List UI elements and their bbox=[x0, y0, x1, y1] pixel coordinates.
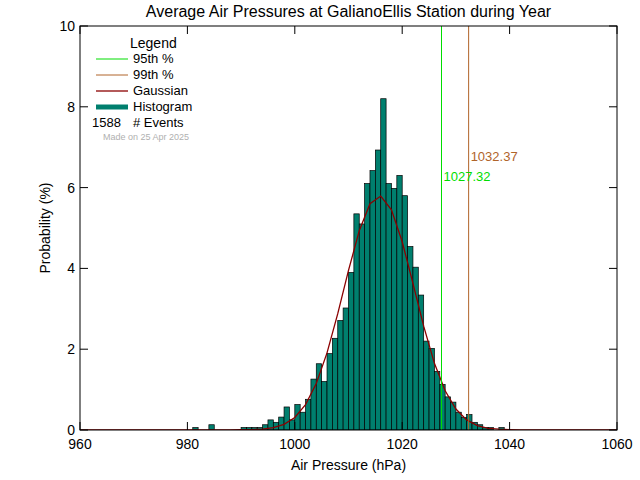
y-tick bbox=[609, 268, 617, 269]
legend-label: 95th % bbox=[133, 51, 174, 66]
y-tick-label: 10 bbox=[59, 18, 75, 34]
background bbox=[0, 0, 640, 480]
histogram-bar bbox=[279, 417, 284, 430]
y-tick-label: 4 bbox=[67, 260, 75, 276]
y-tick bbox=[609, 349, 617, 350]
x-tick-label: 1040 bbox=[494, 436, 525, 452]
x-tick bbox=[187, 26, 188, 34]
x-tick bbox=[294, 26, 295, 34]
histogram-bar bbox=[359, 224, 364, 430]
histogram-bar bbox=[456, 412, 461, 430]
y-tick bbox=[609, 187, 617, 188]
y-tick bbox=[80, 26, 88, 27]
y-tick bbox=[80, 430, 88, 431]
plot-area bbox=[80, 26, 617, 430]
legend-label: 99th % bbox=[133, 67, 174, 82]
x-tick bbox=[294, 422, 295, 430]
histogram-bar bbox=[343, 308, 348, 430]
legend-label: Gaussian bbox=[133, 83, 188, 98]
histogram-bar bbox=[284, 407, 289, 430]
histogram-bar bbox=[381, 99, 386, 430]
histogram-bar bbox=[300, 412, 305, 430]
histogram-bar bbox=[445, 397, 450, 430]
x-tick bbox=[80, 422, 81, 430]
chart-root: 1027.32 1032.37 960 980 1000 1020 1040 1060 0 2 4 6… bbox=[0, 0, 640, 480]
legend-title: Legend bbox=[130, 35, 177, 51]
y-tick-label: 6 bbox=[67, 180, 75, 196]
title: Average Air Pressures at GalianoEllis St… bbox=[146, 3, 552, 20]
x-tick bbox=[509, 422, 510, 430]
histogram-bar bbox=[440, 384, 445, 430]
legend: Legend95th %99th %GaussianHistogram 1588 #… bbox=[92, 35, 192, 142]
x-tick bbox=[402, 26, 403, 34]
chart: 1027.32 1032.37 960 980 1000 1020 1040 1060 0 2 4 6… bbox=[0, 0, 640, 480]
legend-swatch bbox=[96, 105, 128, 110]
x-tick-label: 1060 bbox=[601, 436, 632, 452]
y-tick-label: 2 bbox=[67, 341, 75, 357]
histogram-bar bbox=[332, 338, 337, 430]
y-axis-label: Probability (%) bbox=[37, 182, 53, 273]
histogram-bar bbox=[209, 425, 214, 430]
histogram-bar bbox=[402, 196, 407, 430]
x-tick bbox=[617, 26, 618, 34]
histogram-bar bbox=[434, 371, 439, 430]
histogram-bar bbox=[451, 402, 456, 430]
histogram-bar bbox=[322, 382, 327, 430]
events-count: 1588 bbox=[92, 115, 121, 130]
x-tick bbox=[187, 422, 188, 430]
histogram-bar bbox=[338, 321, 343, 430]
x-tick-label: 1020 bbox=[387, 436, 418, 452]
histogram-bar bbox=[375, 150, 380, 430]
y-tick-label: 8 bbox=[67, 99, 75, 115]
y-tick bbox=[80, 187, 88, 188]
histogram-bar bbox=[386, 184, 391, 430]
gaussian-line bbox=[80, 196, 617, 430]
x-tick-label: 1000 bbox=[279, 436, 310, 452]
made-on-note: Made on 25 Apr 2025 bbox=[103, 132, 189, 142]
legend-swatch bbox=[96, 90, 128, 91]
plot-frame bbox=[80, 26, 617, 430]
x-tick-label: 960 bbox=[68, 436, 92, 452]
x-axis-label: Air Pressure (hPa) bbox=[291, 457, 406, 473]
histogram-bar bbox=[370, 171, 375, 430]
legend-swatch bbox=[96, 75, 128, 76]
y-tick bbox=[80, 106, 88, 107]
percentile-label: 1027.32 bbox=[444, 169, 491, 184]
x-tick bbox=[617, 422, 618, 430]
histogram-bar bbox=[316, 364, 321, 430]
histogram-bar bbox=[349, 272, 354, 430]
x-tick bbox=[402, 422, 403, 430]
histogram-bar bbox=[397, 175, 402, 430]
percentile-label: 1032.37 bbox=[471, 149, 518, 164]
histogram-bar bbox=[365, 184, 370, 430]
histogram-bar bbox=[327, 354, 332, 430]
legend-swatch bbox=[96, 59, 128, 60]
y-tick-label: 0 bbox=[67, 422, 75, 438]
histogram-bar bbox=[311, 379, 316, 430]
y-tick bbox=[609, 430, 617, 431]
percentile-line bbox=[441, 26, 442, 430]
x-tick-label: 980 bbox=[176, 436, 200, 452]
histogram-bar bbox=[424, 341, 429, 430]
y-tick bbox=[80, 268, 88, 269]
events-label: # Events bbox=[133, 115, 184, 130]
y-tick bbox=[609, 106, 617, 107]
x-tick bbox=[509, 26, 510, 34]
y-tick bbox=[80, 349, 88, 350]
y-tick bbox=[609, 26, 617, 27]
histogram-bar bbox=[289, 420, 294, 430]
legend-label: Histogram bbox=[133, 99, 192, 114]
percentile-line bbox=[468, 26, 469, 430]
x-tick bbox=[80, 26, 81, 34]
